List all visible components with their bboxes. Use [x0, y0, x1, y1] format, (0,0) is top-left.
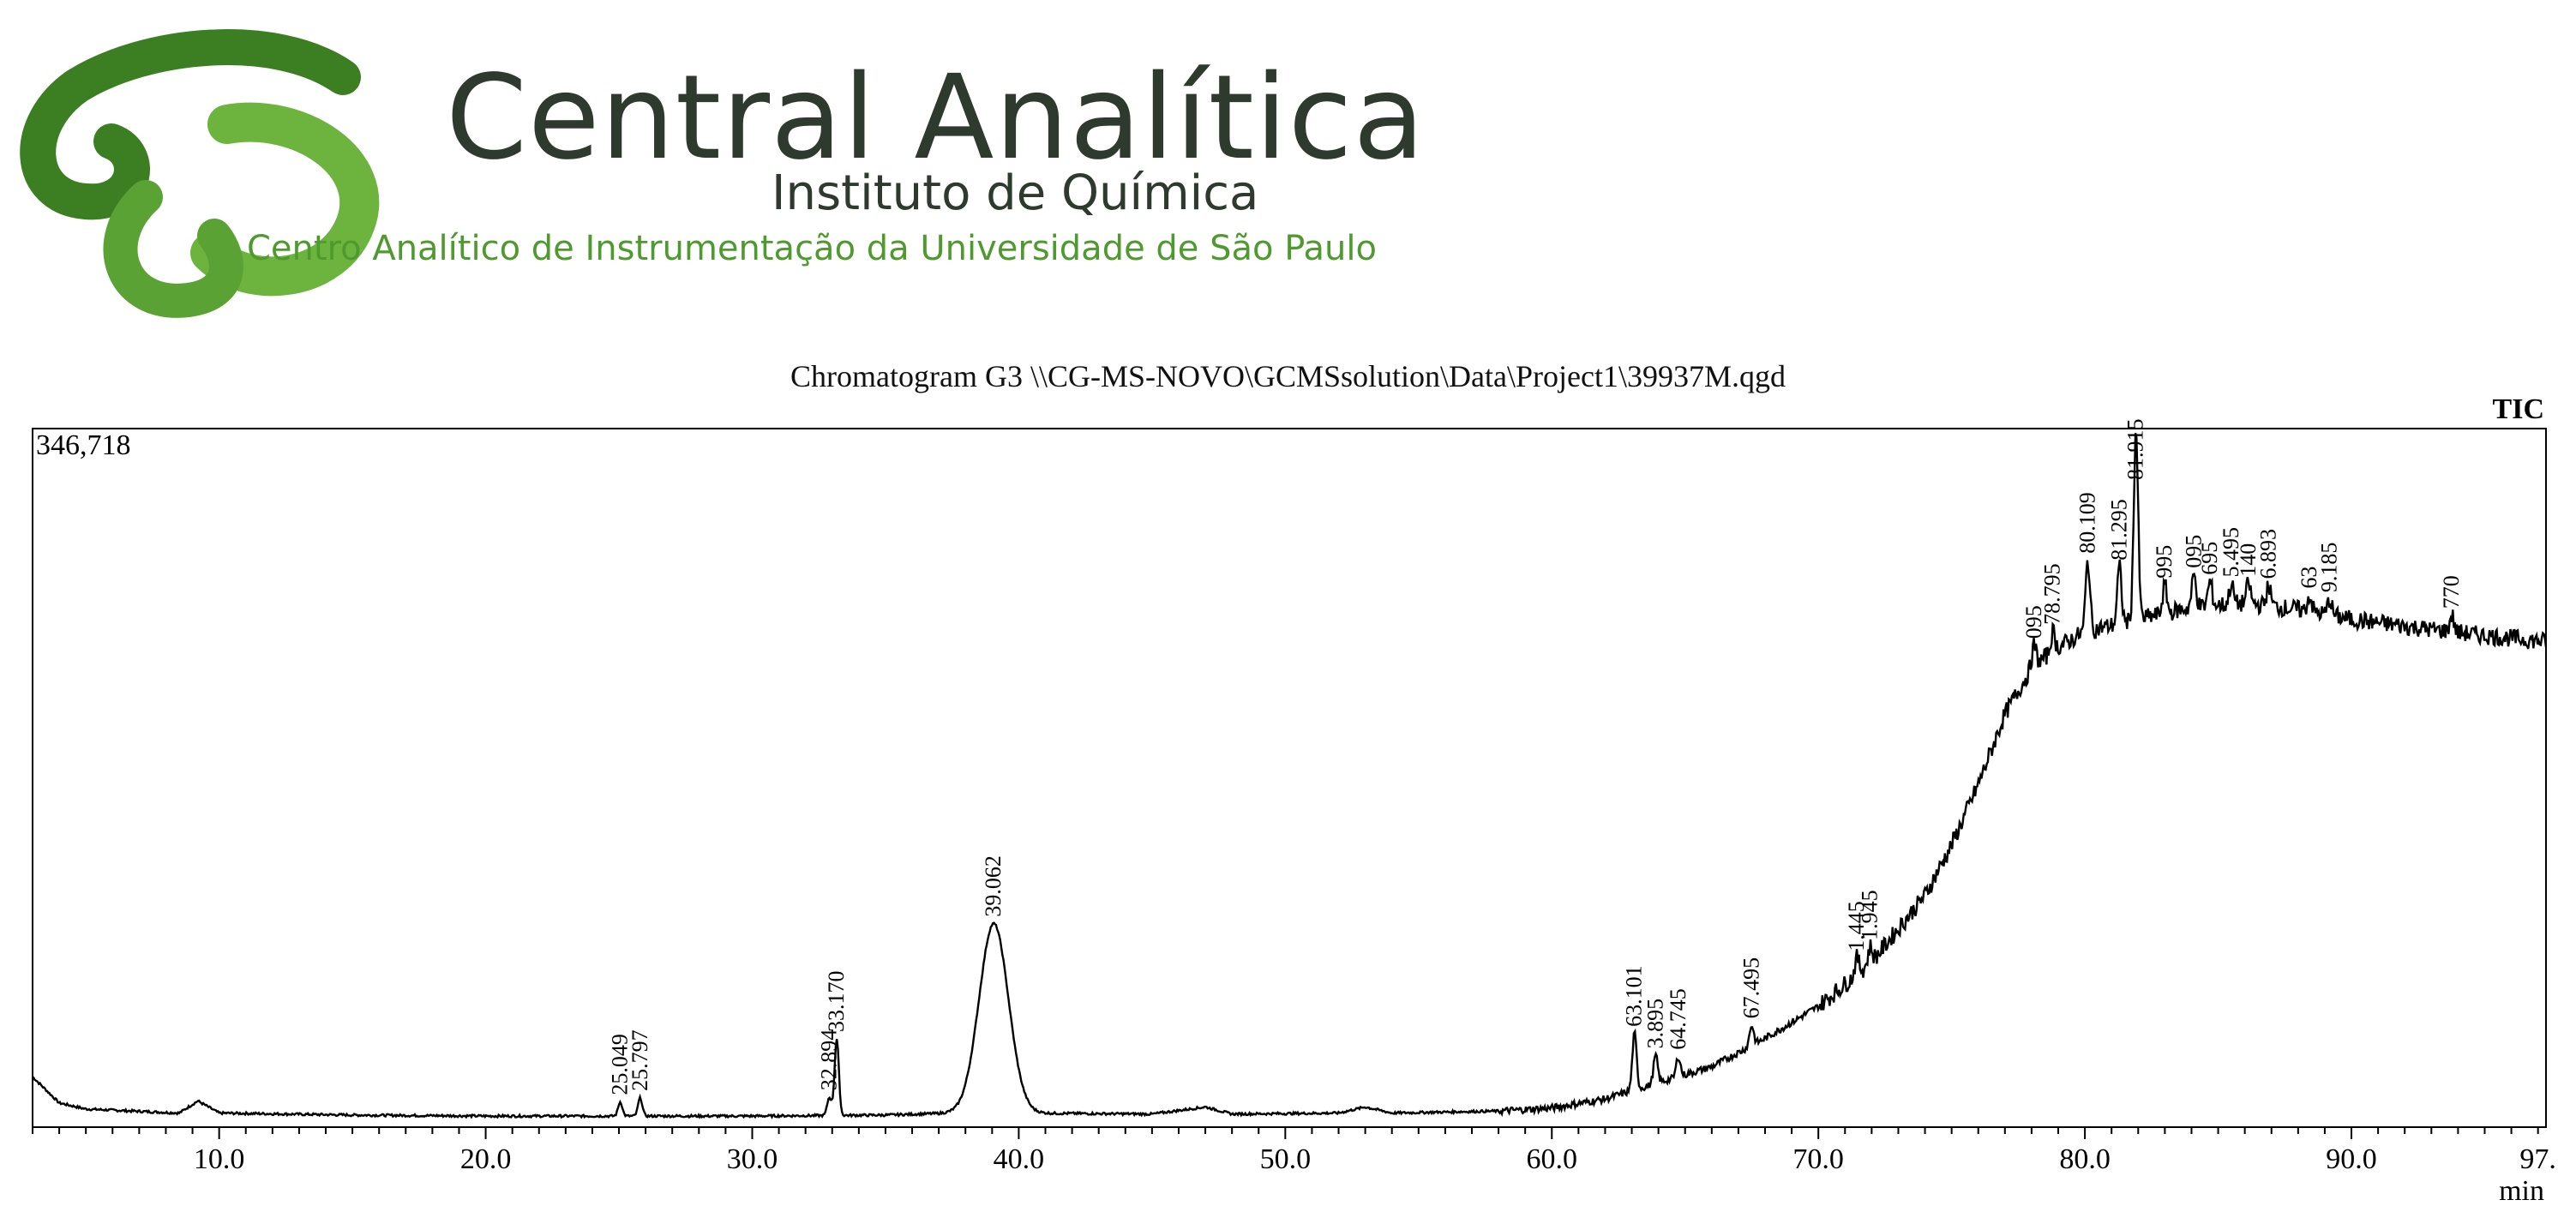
peak-label: 32.894	[817, 1029, 842, 1091]
x-tick-label: 50.0	[1260, 1143, 1312, 1175]
x-tick-label: 30.0	[727, 1143, 778, 1175]
header-logo-block: Central Analítica Instituto de Química C…	[0, 0, 1457, 334]
peak-label: 1.945	[1858, 890, 1882, 940]
y-max-label: 346,718	[36, 429, 131, 461]
peak-label: 78.795	[2040, 563, 2065, 625]
peak-label: 39.062	[981, 855, 1006, 917]
peak-label: 80.109	[2075, 492, 2100, 554]
peak-label: 095	[2181, 535, 2206, 568]
tic-trace-line	[32, 433, 2548, 1119]
peak-label: 995	[2152, 545, 2177, 579]
central-analitica-logo-icon	[20, 29, 380, 318]
peak-label: 1.445	[1844, 901, 1869, 951]
x-tick-label: 20.0	[460, 1143, 512, 1175]
x-tick-label: 90.0	[2326, 1143, 2377, 1175]
peak-label: 9.185	[2317, 543, 2342, 593]
tic-trace	[32, 433, 2548, 1119]
peak-label: 33.170	[824, 971, 849, 1033]
plot-frame	[32, 428, 2547, 1128]
x-tick-label: 60.0	[1527, 1143, 1578, 1175]
x-tick-label: 10.0	[194, 1143, 245, 1175]
peak-label: 64.745	[1666, 988, 1690, 1050]
peak-label: 81.915	[2123, 419, 2148, 481]
logo-title: Central Analítica	[446, 51, 1426, 186]
peak-label: 770	[2439, 575, 2464, 609]
peak-label: 6.893	[2256, 529, 2281, 579]
peak-label: 695	[2197, 542, 2222, 575]
x-tick-label: 70.0	[1792, 1143, 1844, 1175]
peak-label: 140	[2236, 543, 2261, 577]
logo-tagline: Centro Analítico de Instrumentação da Un…	[247, 229, 1377, 268]
logo-subtitle: Instituto de Química	[772, 165, 1259, 221]
peak-label: 3.895	[1642, 999, 1667, 1049]
peak-label: 5.495	[2219, 527, 2243, 578]
peak-label: 25.049	[608, 1034, 633, 1095]
peak-label: 67.495	[1738, 957, 1763, 1019]
peak-label: 63.101	[1622, 965, 1647, 1027]
x-axis-label: min	[2499, 1175, 2544, 1207]
chart-title: Chromatogram G3 \\CG-MS-NOVO\GCMSsolutio…	[790, 359, 1786, 393]
x-tick-label: 80.0	[2059, 1143, 2111, 1175]
series-label: TIC	[2493, 393, 2544, 425]
x-tick-label: 40.0	[994, 1143, 1045, 1175]
peak-label: 63	[2297, 567, 2321, 589]
peak-label: 81.295	[2106, 499, 2131, 561]
peak-label: 095	[2021, 605, 2046, 639]
peak-label: 25.797	[627, 1029, 652, 1091]
x-tick-label: 97.	[2519, 1143, 2556, 1175]
x-axis-ticks: 10.0 20.0 30.0 40.0 50.0 60.0 70.0 80.0 90.0 97.	[32, 1127, 2556, 1175]
